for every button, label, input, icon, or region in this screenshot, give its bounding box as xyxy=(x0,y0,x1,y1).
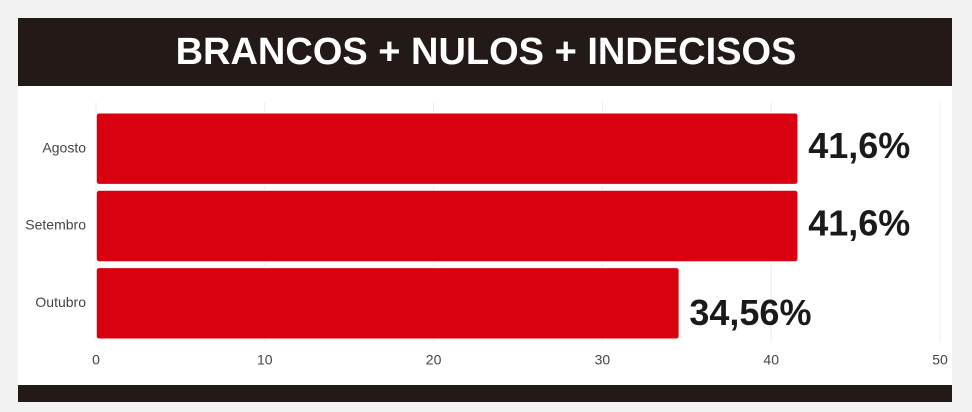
value-label: 41,6% xyxy=(808,203,910,244)
title-band xyxy=(18,18,952,86)
x-tick-label: 40 xyxy=(763,352,779,368)
bar xyxy=(95,266,681,341)
value-label: 41,6% xyxy=(808,125,910,166)
x-tick-label: 20 xyxy=(426,352,442,368)
y-tick-label: Setembro xyxy=(25,217,86,233)
chart-title: BRANCOS + NULOS + INDECISOS xyxy=(176,31,797,73)
value-label: 34,56% xyxy=(689,292,811,333)
y-tick-label: Outubro xyxy=(35,294,86,310)
y-tick-label: Agosto xyxy=(42,139,86,155)
x-tick-label: 0 xyxy=(92,352,100,368)
x-tick-label: 30 xyxy=(595,352,611,368)
x-tick-label: 10 xyxy=(257,352,273,368)
bottom-band xyxy=(18,385,952,402)
bar xyxy=(95,189,799,263)
bar xyxy=(95,111,799,186)
x-tick-label: 50 xyxy=(932,352,948,368)
